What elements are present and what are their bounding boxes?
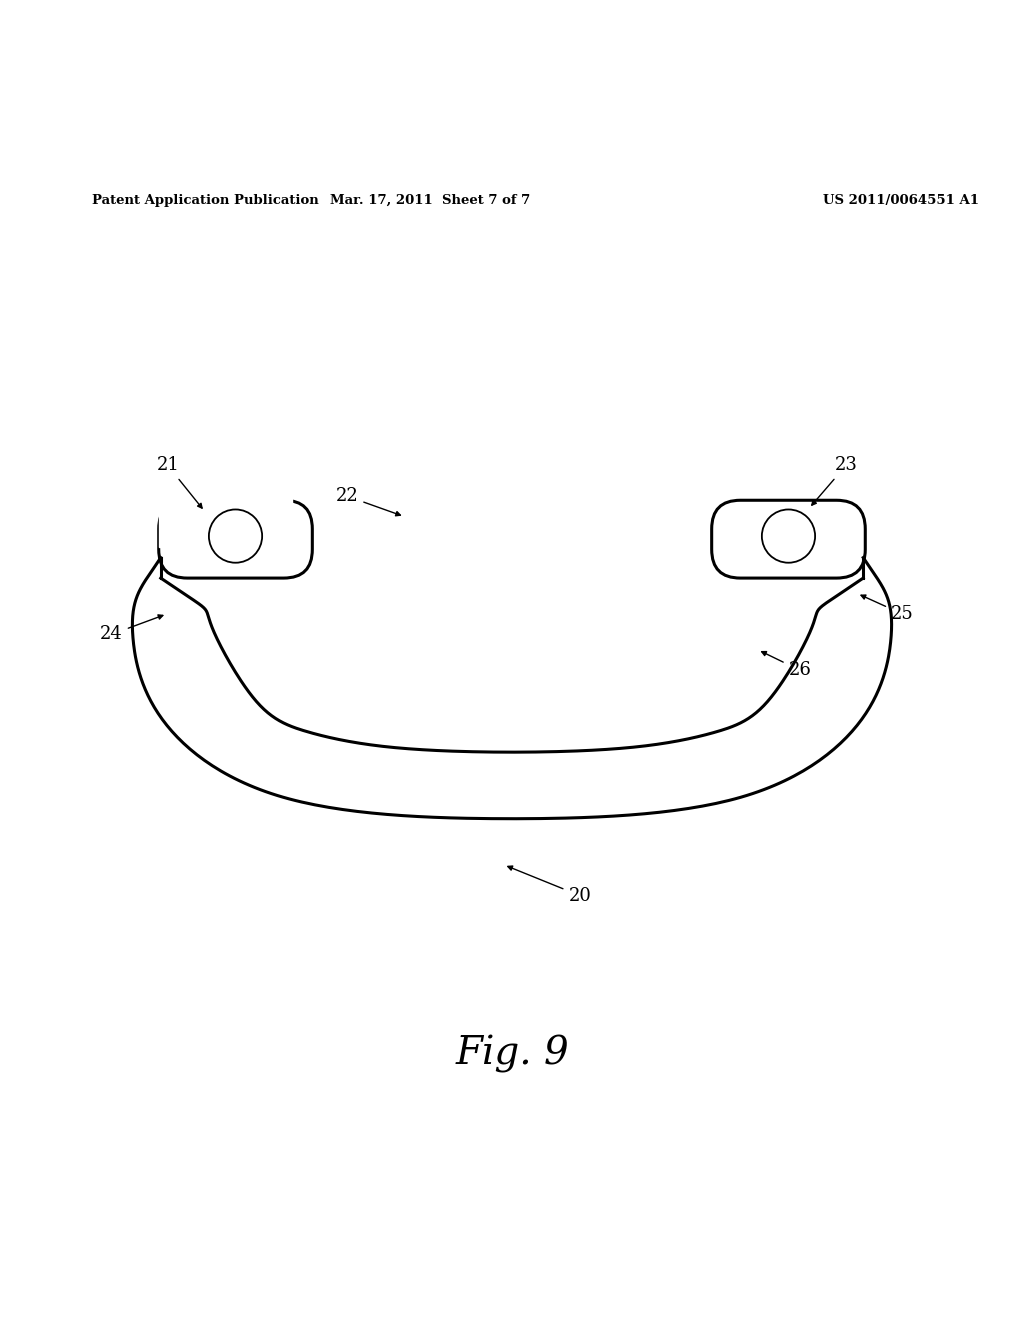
Text: 23: 23: [812, 457, 857, 506]
Polygon shape: [132, 557, 892, 818]
Text: Fig. 9: Fig. 9: [455, 1035, 569, 1073]
FancyBboxPatch shape: [159, 500, 312, 578]
Text: Patent Application Publication: Patent Application Publication: [92, 194, 318, 207]
Text: 25: 25: [861, 595, 913, 623]
Text: Mar. 17, 2011  Sheet 7 of 7: Mar. 17, 2011 Sheet 7 of 7: [330, 194, 530, 207]
Text: 20: 20: [508, 866, 591, 904]
Text: 21: 21: [157, 457, 202, 508]
Circle shape: [762, 510, 815, 562]
Text: 24: 24: [100, 615, 163, 643]
FancyBboxPatch shape: [712, 500, 865, 578]
Text: 26: 26: [762, 652, 811, 680]
Circle shape: [209, 510, 262, 562]
Text: 22: 22: [336, 487, 400, 516]
Text: US 2011/0064551 A1: US 2011/0064551 A1: [823, 194, 979, 207]
Polygon shape: [159, 496, 292, 548]
